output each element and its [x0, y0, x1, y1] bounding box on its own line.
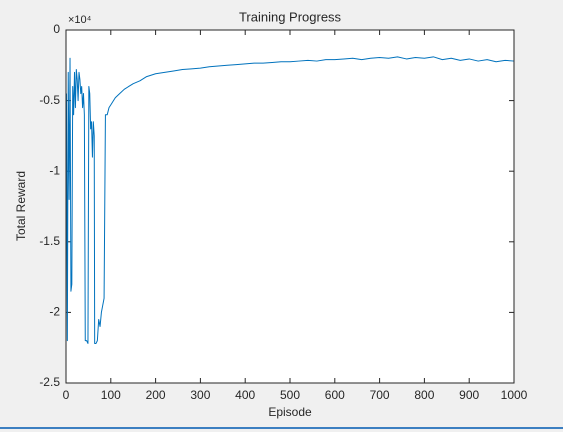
axes-background	[66, 30, 514, 383]
window-border	[0, 427, 563, 429]
y-tick-label: 0	[53, 22, 60, 36]
x-tick-label: 300	[190, 388, 210, 402]
x-tick-label: 900	[459, 388, 479, 402]
data-line	[65, 56, 515, 344]
x-tick-label: 400	[235, 388, 255, 402]
x-tick-label: 0	[63, 388, 70, 402]
y-tick-label: -1.5	[39, 234, 60, 248]
x-axis-label: Episode	[268, 405, 312, 419]
y-tick-label: -0.5	[39, 93, 60, 107]
y-tick-label: -2	[49, 305, 60, 319]
y-tick-label: -2.5	[39, 375, 60, 389]
chart-title: Training Progress	[239, 9, 342, 24]
x-tick-label: 1000	[501, 388, 528, 402]
x-tick-label: 200	[146, 388, 166, 402]
x-tick-label: 100	[101, 388, 121, 402]
axes-box	[65, 29, 515, 384]
x-tick-label: 700	[370, 388, 390, 402]
y-tick-label: -1	[49, 163, 60, 177]
x-tick-label: 600	[325, 388, 345, 402]
y-multiplier: ×10⁴	[68, 14, 92, 26]
y-axis-label: Total Reward	[14, 171, 28, 241]
x-tick-label: 800	[414, 388, 434, 402]
x-tick-label: 500	[280, 388, 300, 402]
